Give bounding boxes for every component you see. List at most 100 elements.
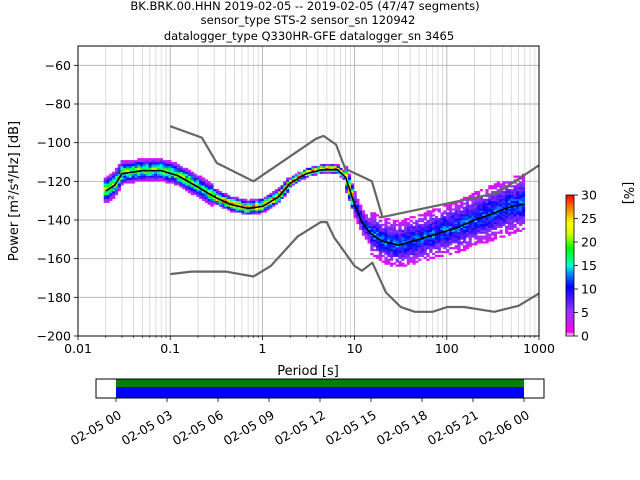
heatmap-cell <box>493 210 498 213</box>
heatmap-cell <box>224 202 228 205</box>
heatmap-cell <box>457 208 461 211</box>
heatmap-cell <box>353 194 357 198</box>
heatmap-cell <box>103 183 107 186</box>
heatmap-cell <box>148 162 152 165</box>
heatmap-cell <box>502 214 506 217</box>
heatmap-cell <box>370 245 374 248</box>
colorbar-tick-label: 15 <box>581 258 597 273</box>
heatmap-cell <box>406 237 411 240</box>
heatmap-cell <box>280 194 284 198</box>
heatmap-cell <box>423 237 427 240</box>
heatmap-cell <box>516 229 520 232</box>
heatmap-cell <box>443 233 447 236</box>
heatmap-cell <box>429 256 433 259</box>
heatmap-cell <box>513 191 517 194</box>
heatmap-cell <box>204 187 208 190</box>
heatmap-cell <box>426 252 430 256</box>
coverage-tick-label: 02-05 12 <box>272 407 328 448</box>
heatmap-cell <box>375 254 380 258</box>
heatmap-cell <box>196 191 200 194</box>
heatmap-cell <box>488 185 492 188</box>
heatmap-cell <box>154 163 158 167</box>
heatmap-cell <box>173 179 178 182</box>
heatmap-cell <box>482 241 486 244</box>
heatmap-cell <box>140 177 144 180</box>
heatmap-cell <box>510 225 514 229</box>
heatmap-cell <box>103 198 107 201</box>
heatmap-cell <box>384 239 388 242</box>
heatmap-cell <box>479 189 484 192</box>
heatmap-cell <box>244 208 248 211</box>
heatmap-cell <box>128 175 133 178</box>
heatmap-cell <box>367 220 371 223</box>
heatmap-cell <box>331 165 335 169</box>
heatmap-cell <box>496 223 500 227</box>
heatmap-cell <box>300 177 304 180</box>
heatmap-cell <box>215 192 220 196</box>
heatmap-cell <box>457 237 461 240</box>
heatmap-cell <box>314 171 318 174</box>
heatmap-cell <box>224 204 228 207</box>
heatmap-cell <box>448 247 453 250</box>
heatmap-cell <box>134 165 138 169</box>
heatmap-cell <box>510 192 514 196</box>
heatmap-cell <box>426 229 430 232</box>
heatmap-cell <box>474 214 478 217</box>
heatmap-cell <box>347 185 352 188</box>
heatmap-cell <box>392 235 397 238</box>
heatmap-cell <box>423 250 427 254</box>
heatmap-cell <box>437 218 441 221</box>
heatmap-cell <box>227 208 231 211</box>
heatmap-cell <box>395 252 399 256</box>
heatmap-cell <box>151 179 155 182</box>
heatmap-cell <box>468 198 472 201</box>
heatmap-cell <box>359 208 363 211</box>
heatmap-cell <box>103 179 107 182</box>
heatmap-cell <box>154 175 158 178</box>
heatmap-cell <box>415 249 419 252</box>
heatmap-cell <box>423 221 427 225</box>
heatmap-cell <box>182 179 186 182</box>
heatmap-cell <box>199 189 203 192</box>
heatmap-cell <box>204 194 208 198</box>
heatmap-cell <box>434 250 439 254</box>
heatmap-cell <box>148 158 152 161</box>
heatmap-cell <box>201 183 206 186</box>
heatmap-cell <box>389 249 394 252</box>
heatmap-cell <box>446 208 450 211</box>
heatmap-cell <box>423 233 427 236</box>
heatmap-cell <box>117 165 121 169</box>
heatmap-cell <box>114 169 119 172</box>
heatmap-cell <box>370 223 374 227</box>
heatmap-cell <box>190 181 194 184</box>
heatmap-cell <box>491 239 495 242</box>
heatmap-cell <box>151 177 155 180</box>
heatmap-cell <box>471 227 475 230</box>
heatmap-cell <box>389 243 394 246</box>
heatmap-cell <box>148 173 152 176</box>
heatmap-cell <box>378 231 382 234</box>
heatmap-cell <box>398 247 402 250</box>
heatmap-cell <box>454 218 458 221</box>
heatmap-cell <box>420 245 425 248</box>
heatmap-cell <box>443 223 447 227</box>
heatmap-cell <box>123 167 127 171</box>
heatmap-cell <box>432 229 436 232</box>
heatmap-cell <box>451 233 455 236</box>
heatmap-cell <box>193 192 197 196</box>
heatmap-cell <box>513 208 517 211</box>
heatmap-cell <box>429 227 433 230</box>
heatmap-cell <box>454 241 458 244</box>
heatmap-cell <box>117 181 121 184</box>
heatmap-cell <box>227 194 231 198</box>
heatmap-cell <box>488 220 492 223</box>
heatmap-cell <box>322 165 326 169</box>
heatmap-cell <box>106 181 110 184</box>
heatmap-cell <box>325 169 329 172</box>
heatmap-cell <box>126 162 130 165</box>
heatmap-cell <box>389 262 394 265</box>
heatmap-cell <box>126 177 130 180</box>
heatmap-cell <box>510 220 514 223</box>
heatmap-cell <box>269 206 273 209</box>
heatmap-cell <box>286 179 290 182</box>
